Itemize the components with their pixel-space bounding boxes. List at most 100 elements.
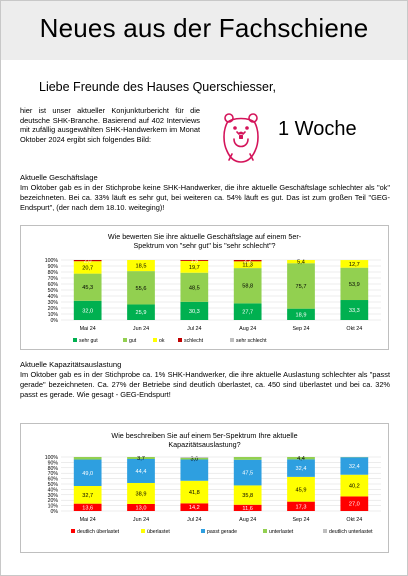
y-tick-label: 100% [45,258,59,264]
bar-segment [340,496,369,511]
legend-swatch [73,338,77,342]
data-label: 45,3 [82,285,93,291]
chart-canvas: 0%10%20%30%40%50%60%70%80%90%100% 32,0 45,… [45,258,381,344]
data-label: 32,7 [82,493,93,499]
legend-entry: passt gerade [207,529,237,535]
data-label: 38,9 [136,491,147,497]
data-label: 53,9 [349,282,360,288]
legend-swatch [123,338,127,342]
data-label: 32,4 [349,464,360,470]
bar-segment [287,260,315,264]
bar-segment [73,300,102,320]
bar-segment [287,459,315,477]
data-label: 3,7 [137,456,145,462]
bar-segment [233,261,262,269]
chart-canvas: 0%10%20%30%40%50%60%70%80%90%100% 13,6 32,… [45,455,381,535]
bar-segment [73,485,102,504]
bar-segment [233,457,262,460]
data-label: 13,6 [82,505,93,511]
section-text-geschaeftslage: Im Oktober gab es in der Stichprobe kein… [20,183,390,212]
legend-entry: deutlich überlastet [77,529,120,535]
data-label: 47,5 [242,471,253,477]
legend-swatch [201,529,205,533]
y-tick-label: 20% [48,306,59,312]
data-label: 11,6 [242,506,252,512]
data-label: 12,7 [349,262,360,268]
y-tick-label: 40% [48,294,59,300]
bar-segment [340,260,369,268]
legend-swatch [323,529,327,533]
data-label: 32,0 [82,308,93,314]
legend-entry: ok [159,338,165,344]
data-label: 27,0 [349,502,360,508]
bar-segment [233,504,262,511]
bar-segment [340,474,369,497]
bar-segment [73,260,102,262]
x-tick-label: Jun 24 [133,517,149,523]
page-title: Neues aus der Fachschiene [39,13,369,43]
y-tick-label: 80% [48,466,59,472]
section-title-kapazitaet: Aktuelle Kapazitätsauslastung [20,360,122,369]
y-tick-label: 70% [48,276,59,282]
legend-swatch [230,338,234,342]
data-label: 48,5 [189,285,200,291]
y-tick-label: 10% [48,312,59,318]
bar-segment [127,271,155,305]
x-tick-label: Aug 24 [239,326,256,332]
data-label: 11,3 [242,263,252,269]
bar-segment [180,272,209,302]
bar-segment [287,457,315,460]
data-label: 18,5 [136,264,147,270]
intro-paragraph: hier ist unser aktueller Konjunkturberic… [20,106,200,144]
data-label: 33,3 [349,308,360,314]
data-label: 13,0 [136,505,147,511]
x-tick-label: Sep 24 [292,517,309,523]
data-label: 45,9 [296,487,307,493]
bar-segment [180,457,209,460]
data-label: 20,7 [82,265,93,271]
data-label: 41,8 [189,490,200,496]
legend-swatch [153,338,157,342]
legend-entry: überlastet [147,529,170,535]
bar-segment [340,457,369,475]
y-tick-label: 40% [48,487,59,493]
bar-segment [233,268,262,304]
data-label: 55,6 [136,286,147,292]
bar-segment [127,457,155,459]
x-tick-label: Okt 24 [346,326,362,332]
data-label: 75,7 [296,284,307,290]
data-label: 44,4 [136,469,147,475]
legend-swatch [263,529,267,533]
chart-title: Wie bewerten Sie ihre aktuelle Geschäfts… [107,232,302,250]
bar-segment [73,261,102,274]
bar-segment [180,301,209,320]
y-tick-label: 60% [48,282,59,288]
y-tick-label: 70% [48,471,59,477]
bar-segment [340,300,369,320]
y-tick-label: 30% [48,300,59,306]
y-tick-label: 50% [48,482,59,488]
legend-entry: deutlich unterlastet [329,529,373,535]
bar-segment [233,303,262,320]
x-tick-label: Jun 24 [133,326,149,332]
x-tick-label: Sep 24 [292,326,309,332]
bar-segment [287,501,315,511]
y-tick-label: 10% [48,504,59,510]
y-tick-label: 0% [51,509,59,515]
bar-segment [180,260,209,273]
y-tick-label: 90% [48,460,59,466]
data-label: 49,0 [82,471,93,477]
bar-segment [233,485,262,505]
data-label: 25,9 [136,310,147,316]
chart-geschaeftslage: Wie bewerten Sie ihre aktuelle Geschäfts… [20,225,389,350]
data-label: 32,4 [296,466,307,472]
data-label: 14,2 [189,505,200,511]
y-tick-label: 20% [48,498,59,504]
legend-entry: gut [129,338,137,344]
data-label: 35,8 [242,493,253,499]
bar-segment [127,482,155,504]
y-tick-label: 90% [48,264,59,270]
bar-segment [340,267,369,301]
data-label: 40,2 [349,484,360,490]
legend-entry: sehr schlecht [236,338,267,344]
